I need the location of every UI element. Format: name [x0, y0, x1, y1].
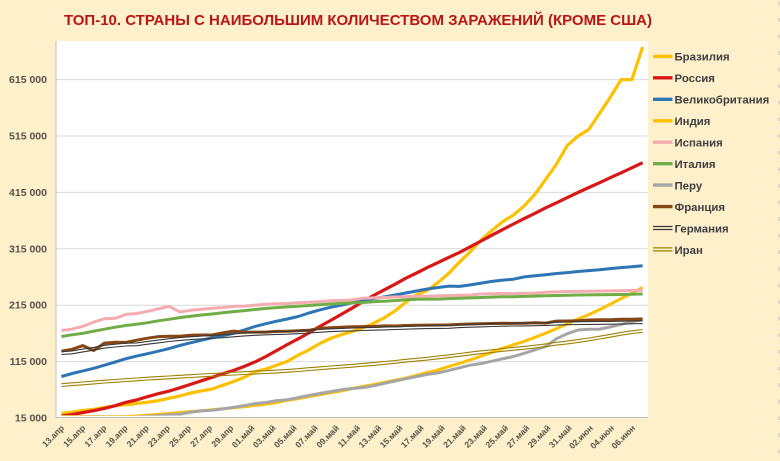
- svg-text:Индия: Индия: [675, 116, 711, 128]
- svg-text:Германия: Германия: [675, 223, 729, 235]
- svg-text:25.апр: 25.апр: [167, 423, 193, 449]
- svg-text:15 000: 15 000: [15, 413, 47, 425]
- svg-text:Иран: Иран: [675, 245, 703, 257]
- svg-text:13.май: 13.май: [356, 423, 383, 450]
- svg-text:17.апр: 17.апр: [82, 423, 108, 449]
- svg-text:09.май: 09.май: [314, 423, 341, 450]
- svg-text:Франция: Франция: [675, 202, 726, 214]
- svg-text:23.апр: 23.апр: [146, 423, 172, 449]
- svg-text:515 000: 515 000: [9, 131, 47, 143]
- svg-text:29.май: 29.май: [526, 423, 553, 450]
- svg-text:215 000: 215 000: [9, 300, 47, 312]
- svg-text:415 000: 415 000: [9, 187, 47, 199]
- svg-text:Италия: Италия: [675, 159, 716, 171]
- svg-text:06.июн: 06.июн: [609, 423, 637, 451]
- svg-text:Испания: Испания: [675, 138, 723, 150]
- svg-text:21.май: 21.май: [441, 423, 468, 450]
- svg-text:Россия: Россия: [675, 73, 715, 85]
- svg-text:15.апр: 15.апр: [61, 423, 87, 449]
- svg-text:Бразилия: Бразилия: [675, 52, 730, 64]
- svg-text:21.апр: 21.апр: [125, 423, 151, 449]
- svg-text:Перу: Перу: [675, 180, 703, 192]
- svg-text:25.май: 25.май: [483, 423, 510, 450]
- svg-text:615 000: 615 000: [9, 74, 47, 86]
- svg-text:17.май: 17.май: [399, 423, 426, 450]
- svg-text:05.май: 05.май: [272, 423, 299, 450]
- svg-text:27.апр: 27.апр: [188, 423, 214, 449]
- svg-text:315 000: 315 000: [9, 243, 47, 255]
- svg-text:Великобритания: Великобритания: [675, 95, 770, 107]
- svg-text:19.апр: 19.апр: [104, 423, 130, 449]
- svg-text:115 000: 115 000: [10, 356, 48, 368]
- svg-text:13.апр: 13.апр: [40, 423, 66, 449]
